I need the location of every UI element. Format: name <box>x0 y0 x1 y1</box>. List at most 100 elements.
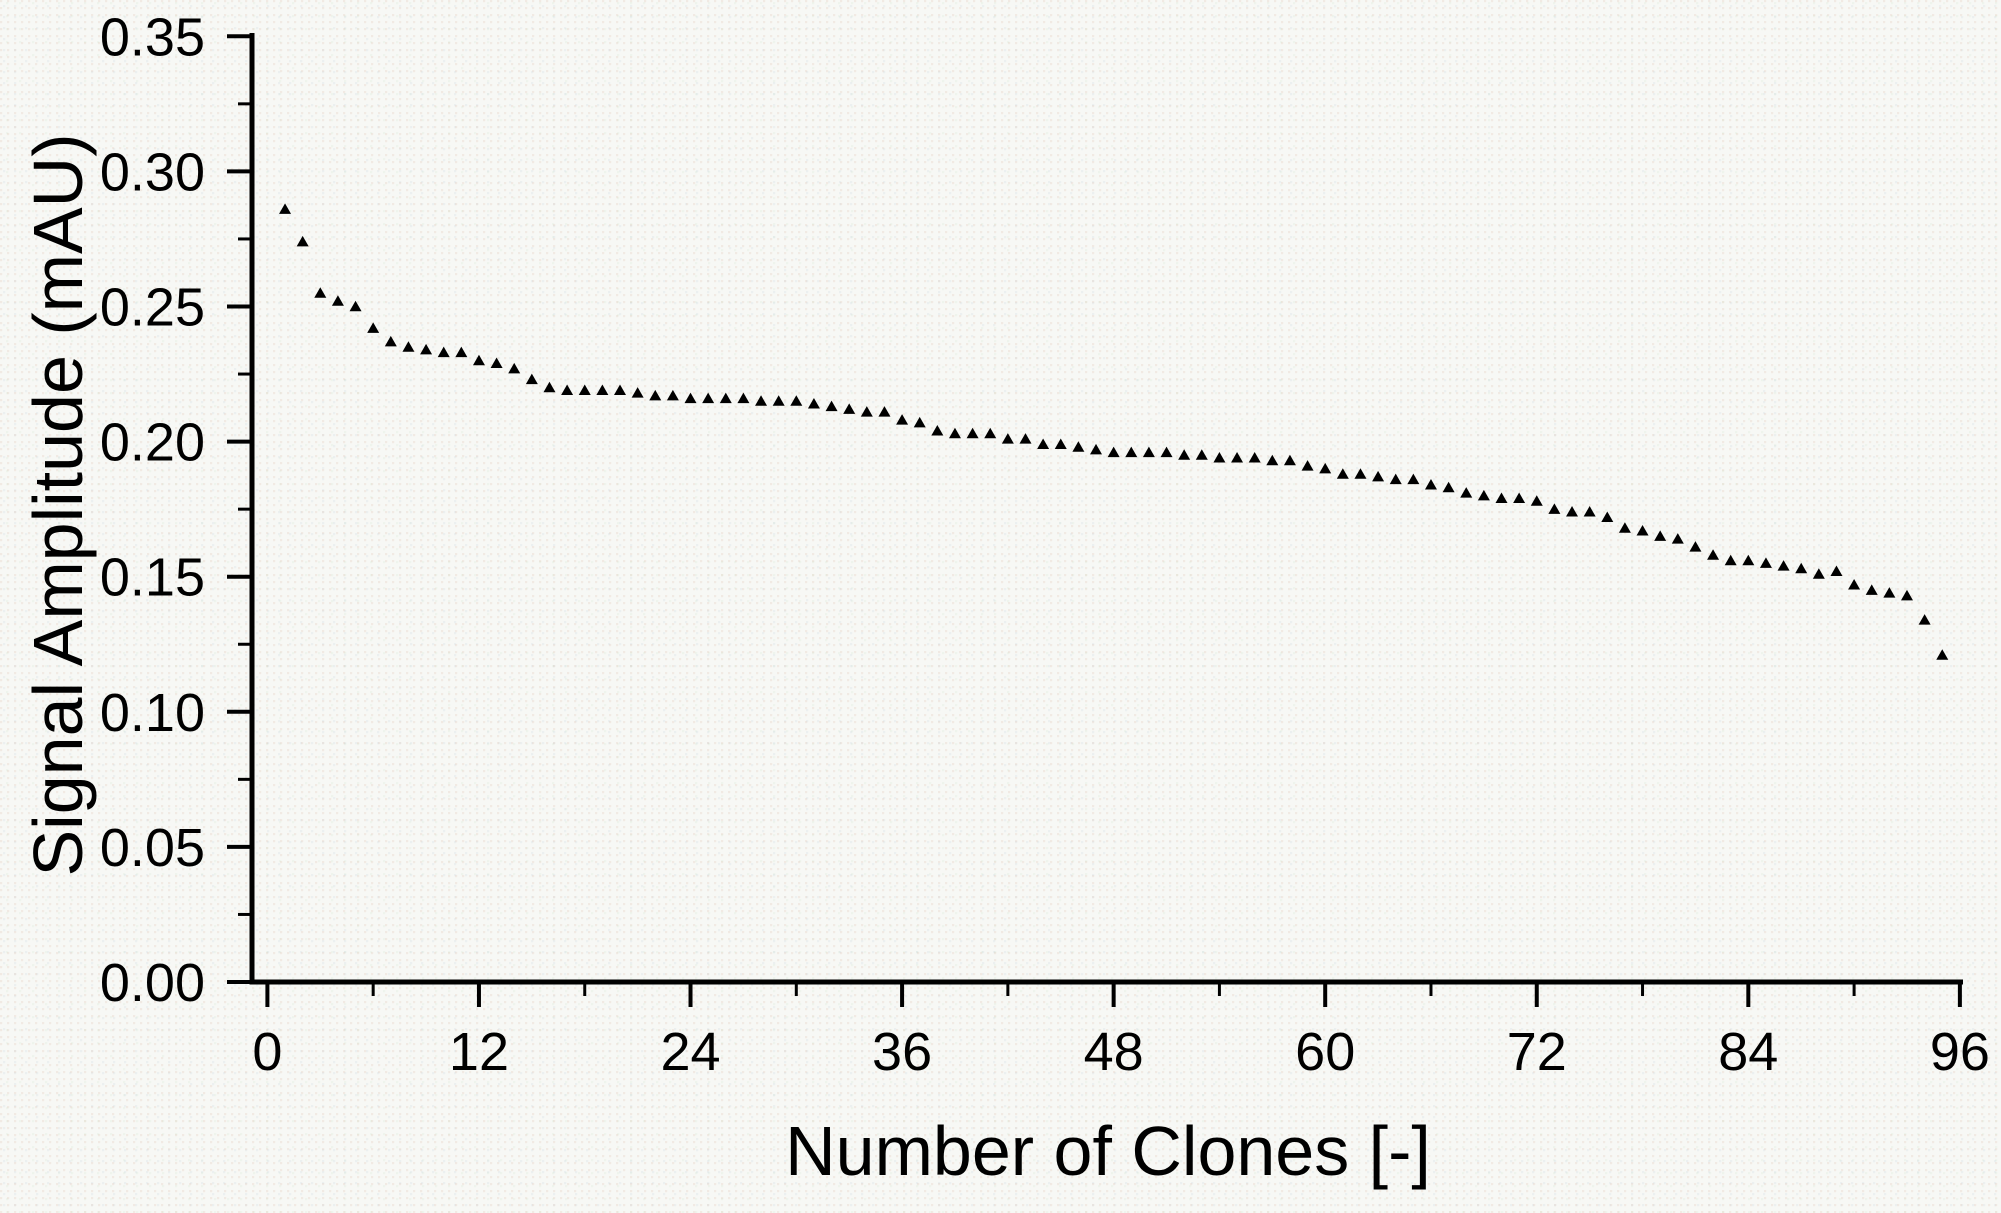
axis-ticks <box>227 34 1962 1007</box>
y-axis-title: Signal Amplitude (mAU) <box>19 133 97 876</box>
data-point <box>1424 479 1437 490</box>
data-point <box>1548 503 1561 514</box>
data-point <box>1636 524 1649 536</box>
x-tick-label: 60 <box>1295 1022 1355 1082</box>
data-point <box>1213 452 1226 463</box>
data-point <box>1072 441 1085 452</box>
data-point <box>1372 470 1385 482</box>
data-point <box>1671 533 1684 544</box>
data-point <box>1107 446 1120 458</box>
data-point <box>384 335 397 347</box>
data-point <box>561 384 574 395</box>
data-point <box>631 387 644 398</box>
data-point <box>1090 443 1103 455</box>
data-point <box>896 414 909 425</box>
data-point <box>966 427 979 439</box>
data-point <box>878 406 891 417</box>
data-point <box>331 295 344 306</box>
data-point <box>719 392 732 404</box>
data-point <box>1301 460 1314 471</box>
data-point <box>807 397 820 409</box>
data-point <box>1777 560 1790 571</box>
data-point <box>472 354 485 366</box>
x-tick-label: 36 <box>872 1022 932 1082</box>
data-point <box>1195 449 1208 460</box>
data-point <box>279 203 292 214</box>
y-tick-label: 0.25 <box>100 278 205 338</box>
data-point <box>314 287 327 298</box>
y-tick-label: 0.05 <box>100 818 205 878</box>
data-point <box>1707 549 1720 560</box>
data-point <box>437 346 450 358</box>
data-point <box>1442 481 1455 493</box>
data-point <box>614 384 626 395</box>
data-point <box>825 400 838 412</box>
data-point <box>913 416 926 428</box>
data-point <box>596 384 609 395</box>
data-point <box>649 389 662 401</box>
data-point <box>367 322 380 333</box>
data-point <box>984 427 997 439</box>
x-tick-label: 24 <box>660 1022 720 1082</box>
data-point <box>1900 589 1913 601</box>
data-point <box>1283 454 1296 466</box>
data-point <box>1054 438 1067 450</box>
data-point <box>1689 541 1702 552</box>
x-tick-label: 0 <box>252 1022 282 1082</box>
y-tick-label: 0.35 <box>100 7 205 67</box>
data-point <box>455 346 468 358</box>
data-point <box>1125 446 1138 458</box>
data-point <box>1248 452 1261 463</box>
x-tick-label: 12 <box>449 1022 509 1082</box>
data-point <box>702 392 715 404</box>
data-point <box>420 343 433 355</box>
data-point <box>1830 565 1843 576</box>
x-tick-label: 84 <box>1718 1022 1778 1082</box>
data-point <box>508 362 521 374</box>
data-point <box>1795 562 1808 574</box>
x-tick-label: 48 <box>1084 1022 1144 1082</box>
data-point <box>1848 579 1861 590</box>
data-point <box>1530 495 1543 506</box>
data-point <box>1618 522 1631 533</box>
data-point <box>860 406 873 417</box>
data-point <box>1601 511 1614 522</box>
data-point <box>1037 438 1050 450</box>
data-point <box>1019 433 1032 444</box>
data-point <box>525 373 538 385</box>
data-point <box>1918 614 1931 625</box>
data-point <box>948 427 961 439</box>
data-point <box>1883 587 1896 598</box>
y-tick-label: 0.10 <box>100 683 205 743</box>
data-point <box>1389 473 1402 485</box>
data-point <box>1142 446 1155 458</box>
data-point <box>684 392 697 404</box>
data-point <box>1460 487 1473 498</box>
data-point <box>1160 446 1173 458</box>
data-point <box>402 341 415 352</box>
data-point <box>1477 489 1490 501</box>
x-tick-label: 96 <box>1930 1022 1990 1082</box>
y-tick-label: 0.00 <box>100 953 205 1013</box>
y-tick-label: 0.15 <box>100 548 205 608</box>
data-point <box>666 389 679 401</box>
data-point <box>790 395 803 406</box>
data-point <box>1812 568 1825 579</box>
data-point <box>1654 530 1667 541</box>
data-point <box>1936 649 1949 660</box>
data-point <box>843 403 856 414</box>
data-points <box>279 203 1949 660</box>
data-point <box>1759 557 1772 568</box>
data-point <box>1865 584 1878 595</box>
data-point <box>578 384 591 395</box>
data-point <box>1742 554 1755 566</box>
data-point <box>1495 492 1508 504</box>
data-point <box>490 357 503 368</box>
data-point <box>931 424 944 436</box>
y-tick-label: 0.20 <box>100 413 205 473</box>
data-point <box>1231 452 1244 463</box>
data-point <box>543 381 556 393</box>
y-tick-label: 0.30 <box>100 142 205 202</box>
